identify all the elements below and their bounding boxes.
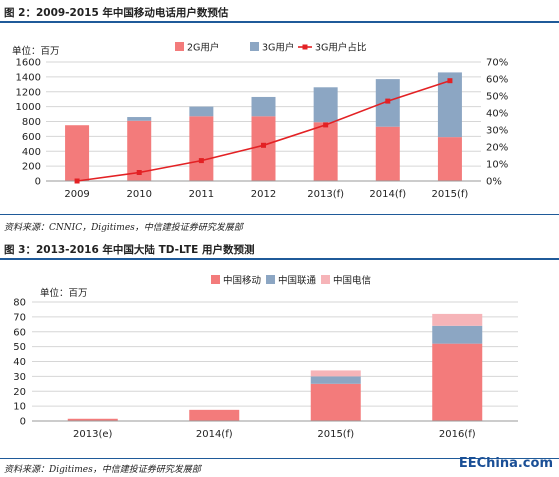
y2-tick-label: 10%	[486, 160, 508, 171]
y-tick-label: 600	[22, 132, 41, 143]
y-tick-label: 20	[13, 387, 26, 398]
x-tick-label: 2009	[64, 189, 89, 200]
figure3-title-rule	[0, 258, 559, 260]
point-3g-share-2013f	[323, 122, 329, 128]
bar-2g-2011	[189, 116, 214, 181]
y2-tick-label: 30%	[486, 126, 508, 137]
bar-3g-2010	[127, 117, 152, 121]
bar-mobile-2014f	[189, 409, 240, 421]
x-tick-label: 2010	[126, 189, 151, 200]
y-tick-label: 70	[13, 312, 26, 323]
bar-telecom-2015f	[310, 370, 361, 377]
x-tick-label: 2015(f)	[317, 429, 354, 440]
legend-label-3g-share: 3G用户占比	[315, 42, 366, 54]
y-tick-label: 1200	[16, 87, 41, 98]
y-tick-label: 1600	[16, 58, 41, 69]
y2-tick-label: 70%	[486, 58, 508, 69]
legend-label-mobile: 中国移动	[223, 275, 261, 287]
bar-2g-2015f	[437, 137, 462, 181]
bar-2g-2009	[65, 125, 90, 181]
bar-2g-2013f	[313, 122, 338, 181]
figure2-bottom-rule	[0, 214, 559, 215]
legend-swatch-mobile	[211, 275, 220, 284]
point-3g-share-2014f	[385, 98, 391, 104]
y2-tick-label: 0%	[486, 177, 502, 188]
bar-2g-2012	[251, 116, 276, 181]
x-tick-label: 2015(f)	[432, 189, 469, 200]
point-3g-share-2009	[74, 178, 80, 184]
figure3-title: 图 3：2013-2016 年中国大陆 TD-LTE 用户数预测	[4, 244, 255, 256]
figure3-source: 资料来源：Digitimes，中信建投证券研究发展部	[4, 465, 201, 475]
y-tick-label: 60	[13, 327, 26, 338]
x-tick-label: 2014(f)	[369, 189, 406, 200]
legend-swatch-unicom	[266, 275, 275, 284]
figure3-bottom-rule	[0, 458, 559, 459]
watermark: EEChina.com	[458, 456, 553, 471]
y-tick-label: 50	[13, 342, 26, 353]
legend-swatch-3g-share-marker	[302, 44, 308, 50]
y-tick-label: 40	[13, 357, 26, 368]
y2-tick-label: 40%	[486, 109, 508, 120]
legend-label-telecom: 中国电信	[333, 275, 371, 287]
x-tick-label: 2012	[251, 189, 276, 200]
figure2-title-rule	[0, 21, 559, 23]
point-3g-share-2015f	[447, 78, 453, 84]
y-tick-label: 1400	[16, 72, 41, 83]
y-tick-label: 200	[22, 162, 41, 173]
legend-label-unicom: 中国联通	[278, 275, 317, 287]
bar-mobile-2015f	[310, 383, 361, 421]
y-tick-label: 400	[22, 147, 41, 158]
x-tick-label: 2016(f)	[439, 429, 476, 440]
x-tick-label: 2013(e)	[73, 429, 113, 440]
y-tick-label: 0	[20, 417, 26, 428]
bar-mobile-2016f	[432, 343, 483, 421]
bar-3g-2011	[189, 106, 214, 117]
bar-3g-2012	[251, 96, 276, 117]
point-3g-share-2012	[261, 142, 266, 148]
y-tick-label: 10	[13, 402, 26, 413]
y-tick-label: 800	[22, 117, 41, 128]
legend-swatch-telecom	[321, 275, 330, 284]
point-3g-share-2010	[136, 170, 142, 175]
x-tick-label: 2013(f)	[307, 189, 344, 200]
figure2-title: 图 2：2009-2015 年中国移动电话用户数预估	[4, 7, 229, 19]
bar-telecom-2016f	[432, 313, 483, 326]
y-tick-label: 30	[13, 372, 26, 383]
bar-unicom-2016f	[432, 325, 483, 344]
x-tick-label: 2011	[189, 189, 214, 200]
point-3g-share-2011	[198, 158, 204, 164]
y2-tick-label: 50%	[486, 92, 508, 103]
legend-swatch-3g	[250, 42, 259, 51]
x-tick-label: 2014(f)	[196, 429, 233, 440]
bar-unicom-2015f	[310, 376, 361, 384]
y2-tick-label: 20%	[486, 143, 508, 154]
y-tick-label: 1000	[16, 102, 41, 113]
legend-label-3g: 3G用户	[262, 42, 294, 54]
legend-swatch-2g	[175, 42, 184, 51]
y-tick-label: 80	[13, 298, 26, 309]
figure2-unit-label: 单位：百万	[12, 46, 60, 57]
bar-mobile-2013e	[67, 418, 118, 421]
figure3-unit-label: 单位：百万	[40, 288, 88, 299]
y-tick-label: 0	[35, 177, 41, 188]
bar-2g-2014f	[375, 126, 400, 181]
legend-label-2g: 2G用户	[187, 42, 219, 54]
bar-3g-2013f	[313, 87, 338, 123]
y2-tick-label: 60%	[486, 75, 508, 86]
figure2-source: 资料来源：CNNIC，Digitimes，中信建投证券研究发展部	[4, 223, 243, 233]
